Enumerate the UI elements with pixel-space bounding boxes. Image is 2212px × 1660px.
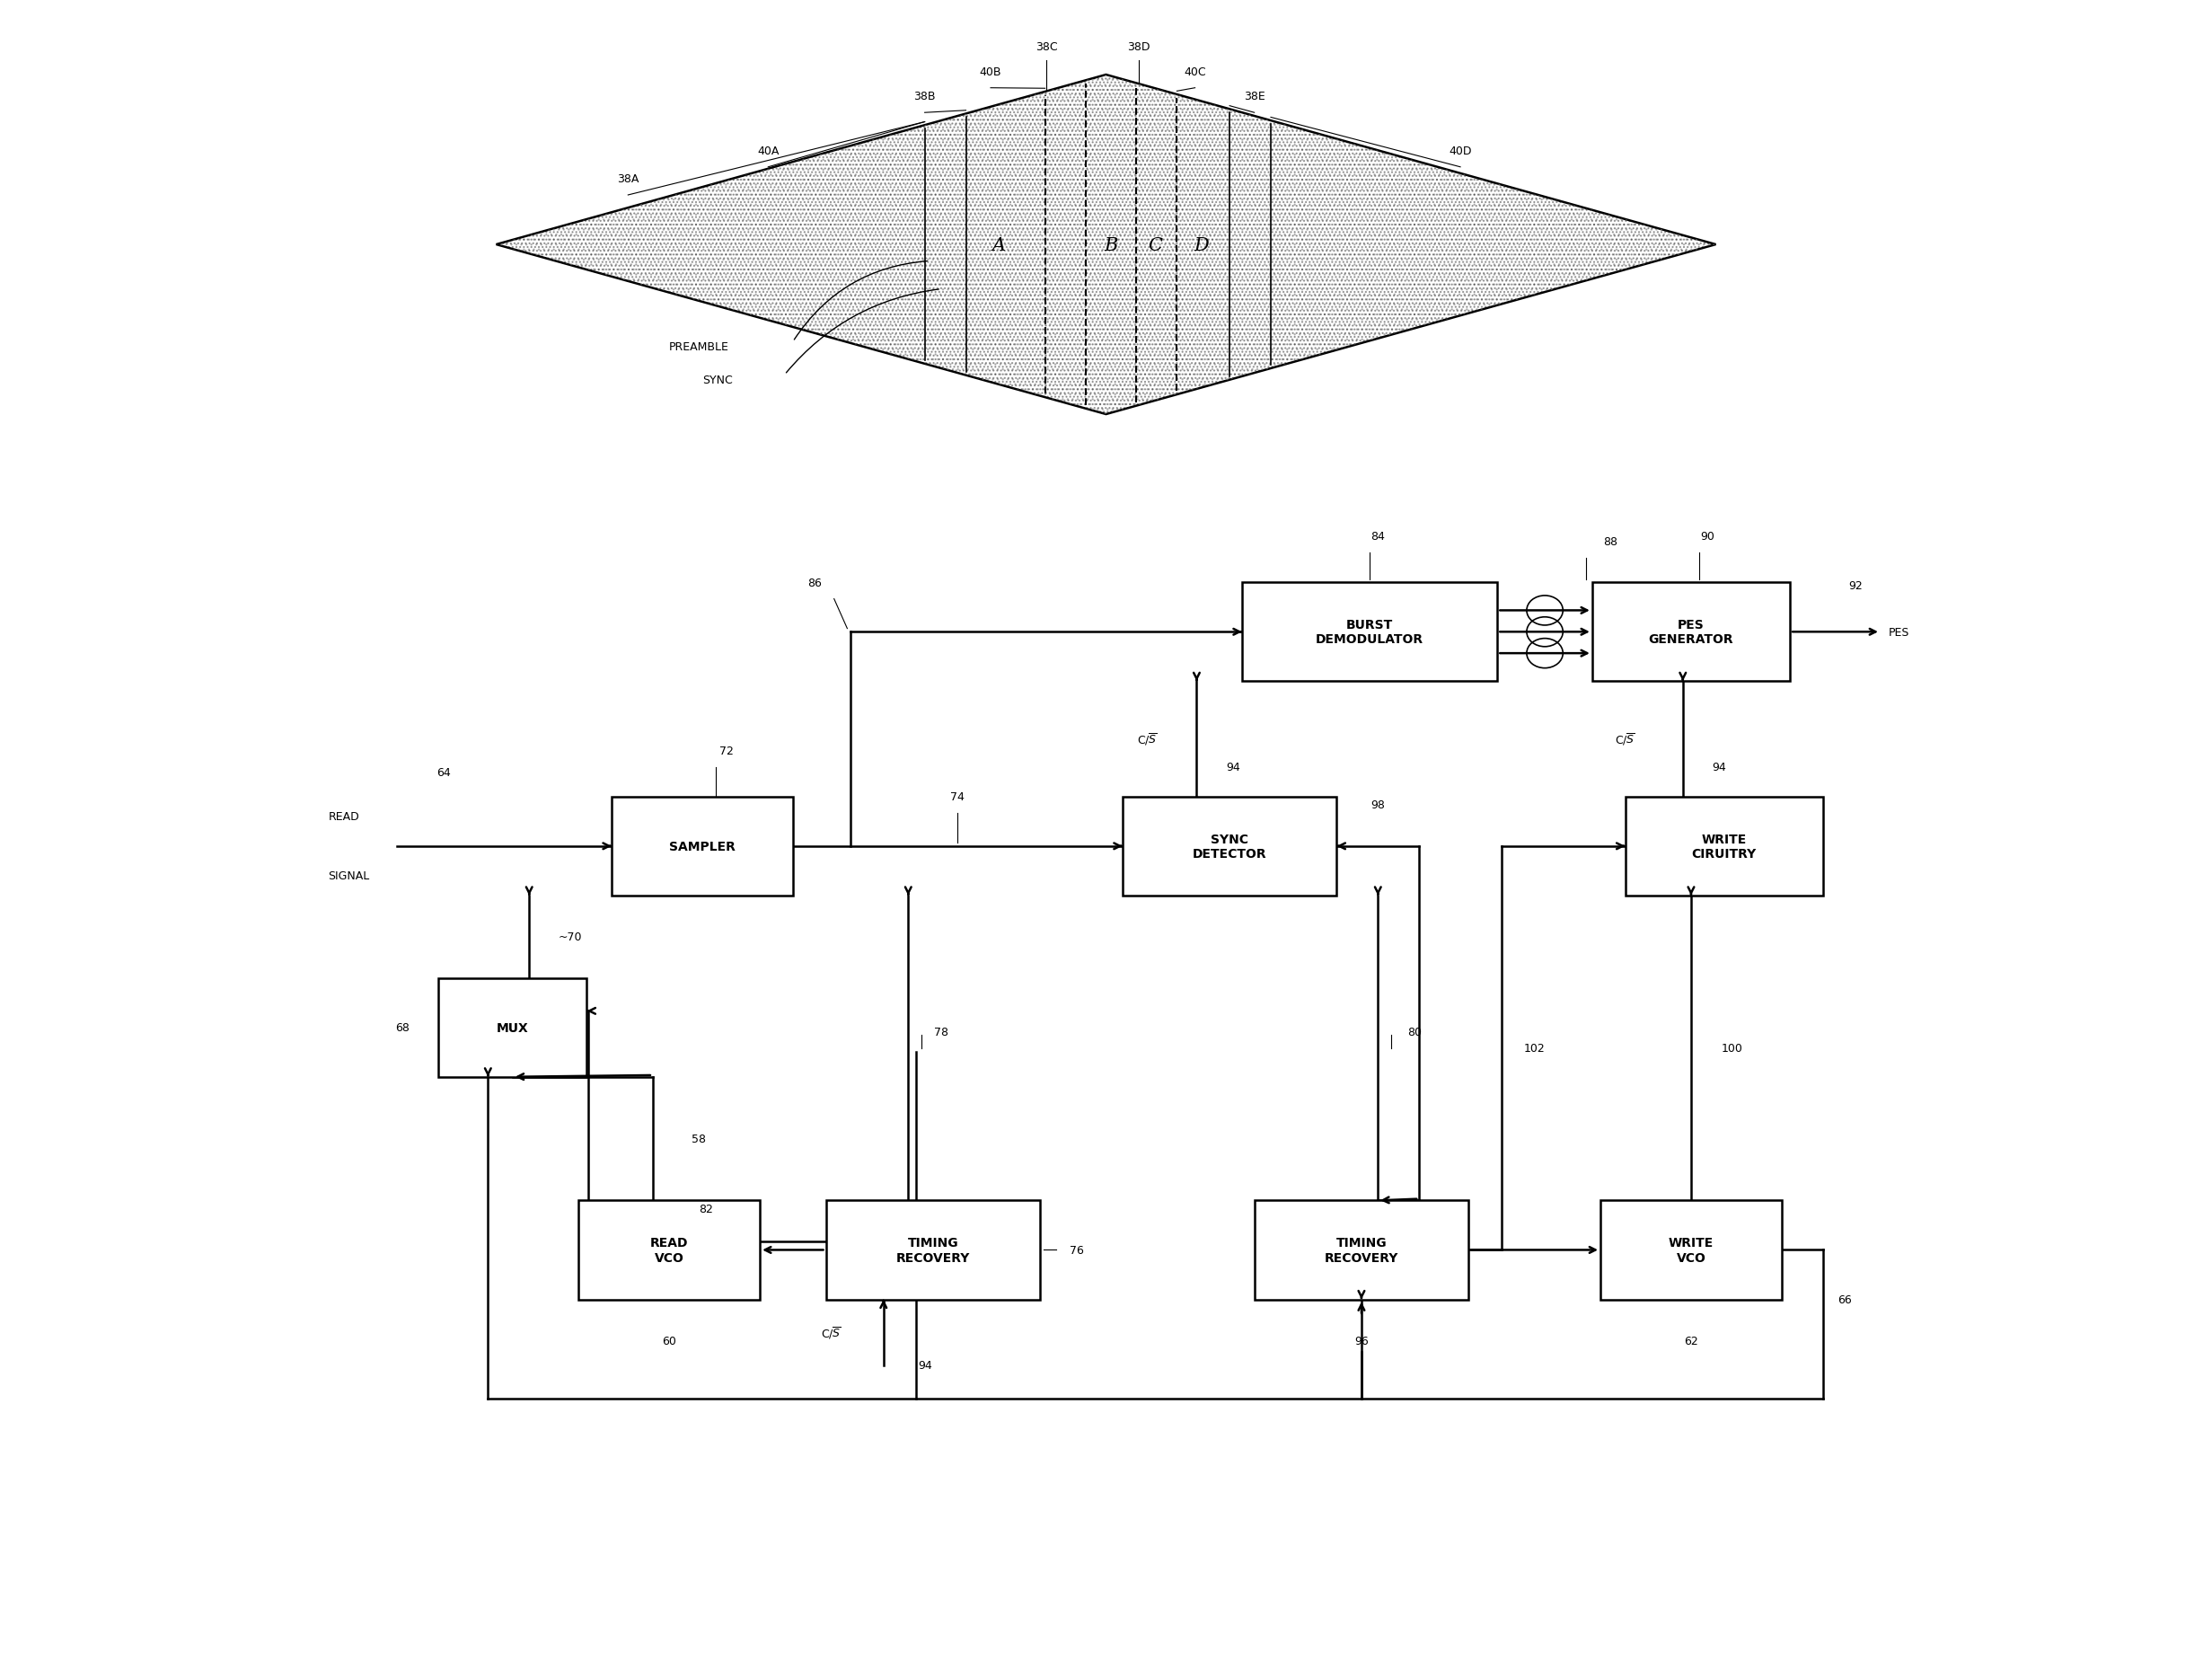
Text: 82: 82 bbox=[699, 1204, 714, 1215]
Text: 94: 94 bbox=[1712, 762, 1725, 774]
Text: 102: 102 bbox=[1524, 1042, 1546, 1054]
Bar bbox=[825, 1200, 1040, 1300]
Text: PES
GENERATOR: PES GENERATOR bbox=[1648, 619, 1734, 646]
Text: READ
VCO: READ VCO bbox=[650, 1237, 688, 1263]
Text: C/$\overline{S}$: C/$\overline{S}$ bbox=[1615, 732, 1635, 747]
Text: 84: 84 bbox=[1371, 531, 1385, 543]
Text: B: B bbox=[1104, 237, 1117, 254]
Text: 72: 72 bbox=[719, 745, 734, 757]
Text: 38C: 38C bbox=[1035, 42, 1057, 53]
Bar bbox=[1241, 583, 1498, 682]
Text: 60: 60 bbox=[661, 1335, 677, 1346]
Text: 64: 64 bbox=[436, 767, 451, 779]
Text: 40C: 40C bbox=[1183, 66, 1206, 78]
Text: 80: 80 bbox=[1407, 1026, 1422, 1038]
Text: 92: 92 bbox=[1849, 581, 1863, 593]
Text: ~70: ~70 bbox=[557, 931, 582, 943]
Text: TIMING
RECOVERY: TIMING RECOVERY bbox=[1325, 1237, 1398, 1263]
Text: C/$\overline{S}$: C/$\overline{S}$ bbox=[1137, 732, 1157, 747]
Bar bbox=[1121, 797, 1336, 896]
Text: SIGNAL: SIGNAL bbox=[327, 870, 369, 881]
Text: 38A: 38A bbox=[617, 173, 639, 184]
Text: 38B: 38B bbox=[914, 91, 936, 103]
Bar bbox=[1626, 797, 1823, 896]
Text: 88: 88 bbox=[1604, 536, 1617, 548]
Text: 66: 66 bbox=[1838, 1293, 1851, 1305]
Text: 78: 78 bbox=[933, 1026, 949, 1038]
Text: WRITE
CIRUITRY: WRITE CIRUITRY bbox=[1692, 833, 1756, 860]
Text: 98: 98 bbox=[1371, 800, 1385, 812]
Text: 58: 58 bbox=[692, 1134, 706, 1145]
Text: SYNC: SYNC bbox=[701, 375, 732, 387]
Text: C/$\overline{S}$: C/$\overline{S}$ bbox=[821, 1325, 841, 1340]
Bar bbox=[1254, 1200, 1469, 1300]
Text: WRITE
VCO: WRITE VCO bbox=[1668, 1237, 1714, 1263]
Text: READ: READ bbox=[327, 812, 358, 823]
Bar bbox=[611, 797, 792, 896]
Text: D: D bbox=[1194, 237, 1210, 254]
Bar bbox=[1593, 583, 1790, 682]
Polygon shape bbox=[495, 75, 1717, 415]
Text: 62: 62 bbox=[1683, 1335, 1699, 1346]
Text: 68: 68 bbox=[396, 1023, 409, 1034]
Text: 38E: 38E bbox=[1243, 91, 1265, 103]
Text: 94: 94 bbox=[918, 1360, 931, 1371]
Text: 38D: 38D bbox=[1128, 42, 1150, 53]
Text: 100: 100 bbox=[1721, 1042, 1743, 1054]
Text: 90: 90 bbox=[1701, 531, 1714, 543]
Text: 40D: 40D bbox=[1449, 146, 1471, 158]
Text: SYNC
DETECTOR: SYNC DETECTOR bbox=[1192, 833, 1267, 860]
Text: 86: 86 bbox=[807, 578, 821, 589]
Text: 40B: 40B bbox=[980, 66, 1002, 78]
Text: BURST
DEMODULATOR: BURST DEMODULATOR bbox=[1316, 619, 1425, 646]
Text: 96: 96 bbox=[1354, 1335, 1369, 1346]
Bar bbox=[438, 978, 586, 1077]
Text: 74: 74 bbox=[951, 792, 964, 803]
Text: SAMPLER: SAMPLER bbox=[668, 840, 734, 853]
Text: PES: PES bbox=[1889, 626, 1909, 637]
Text: 40A: 40A bbox=[757, 146, 779, 158]
Bar bbox=[1601, 1200, 1781, 1300]
Text: TIMING
RECOVERY: TIMING RECOVERY bbox=[896, 1237, 969, 1263]
Text: 76: 76 bbox=[1068, 1245, 1084, 1257]
Text: PREAMBLE: PREAMBLE bbox=[670, 342, 730, 354]
Text: 94: 94 bbox=[1225, 762, 1241, 774]
Text: MUX: MUX bbox=[498, 1021, 529, 1034]
Text: A: A bbox=[991, 237, 1006, 254]
Bar bbox=[580, 1200, 761, 1300]
Text: C: C bbox=[1148, 237, 1164, 254]
